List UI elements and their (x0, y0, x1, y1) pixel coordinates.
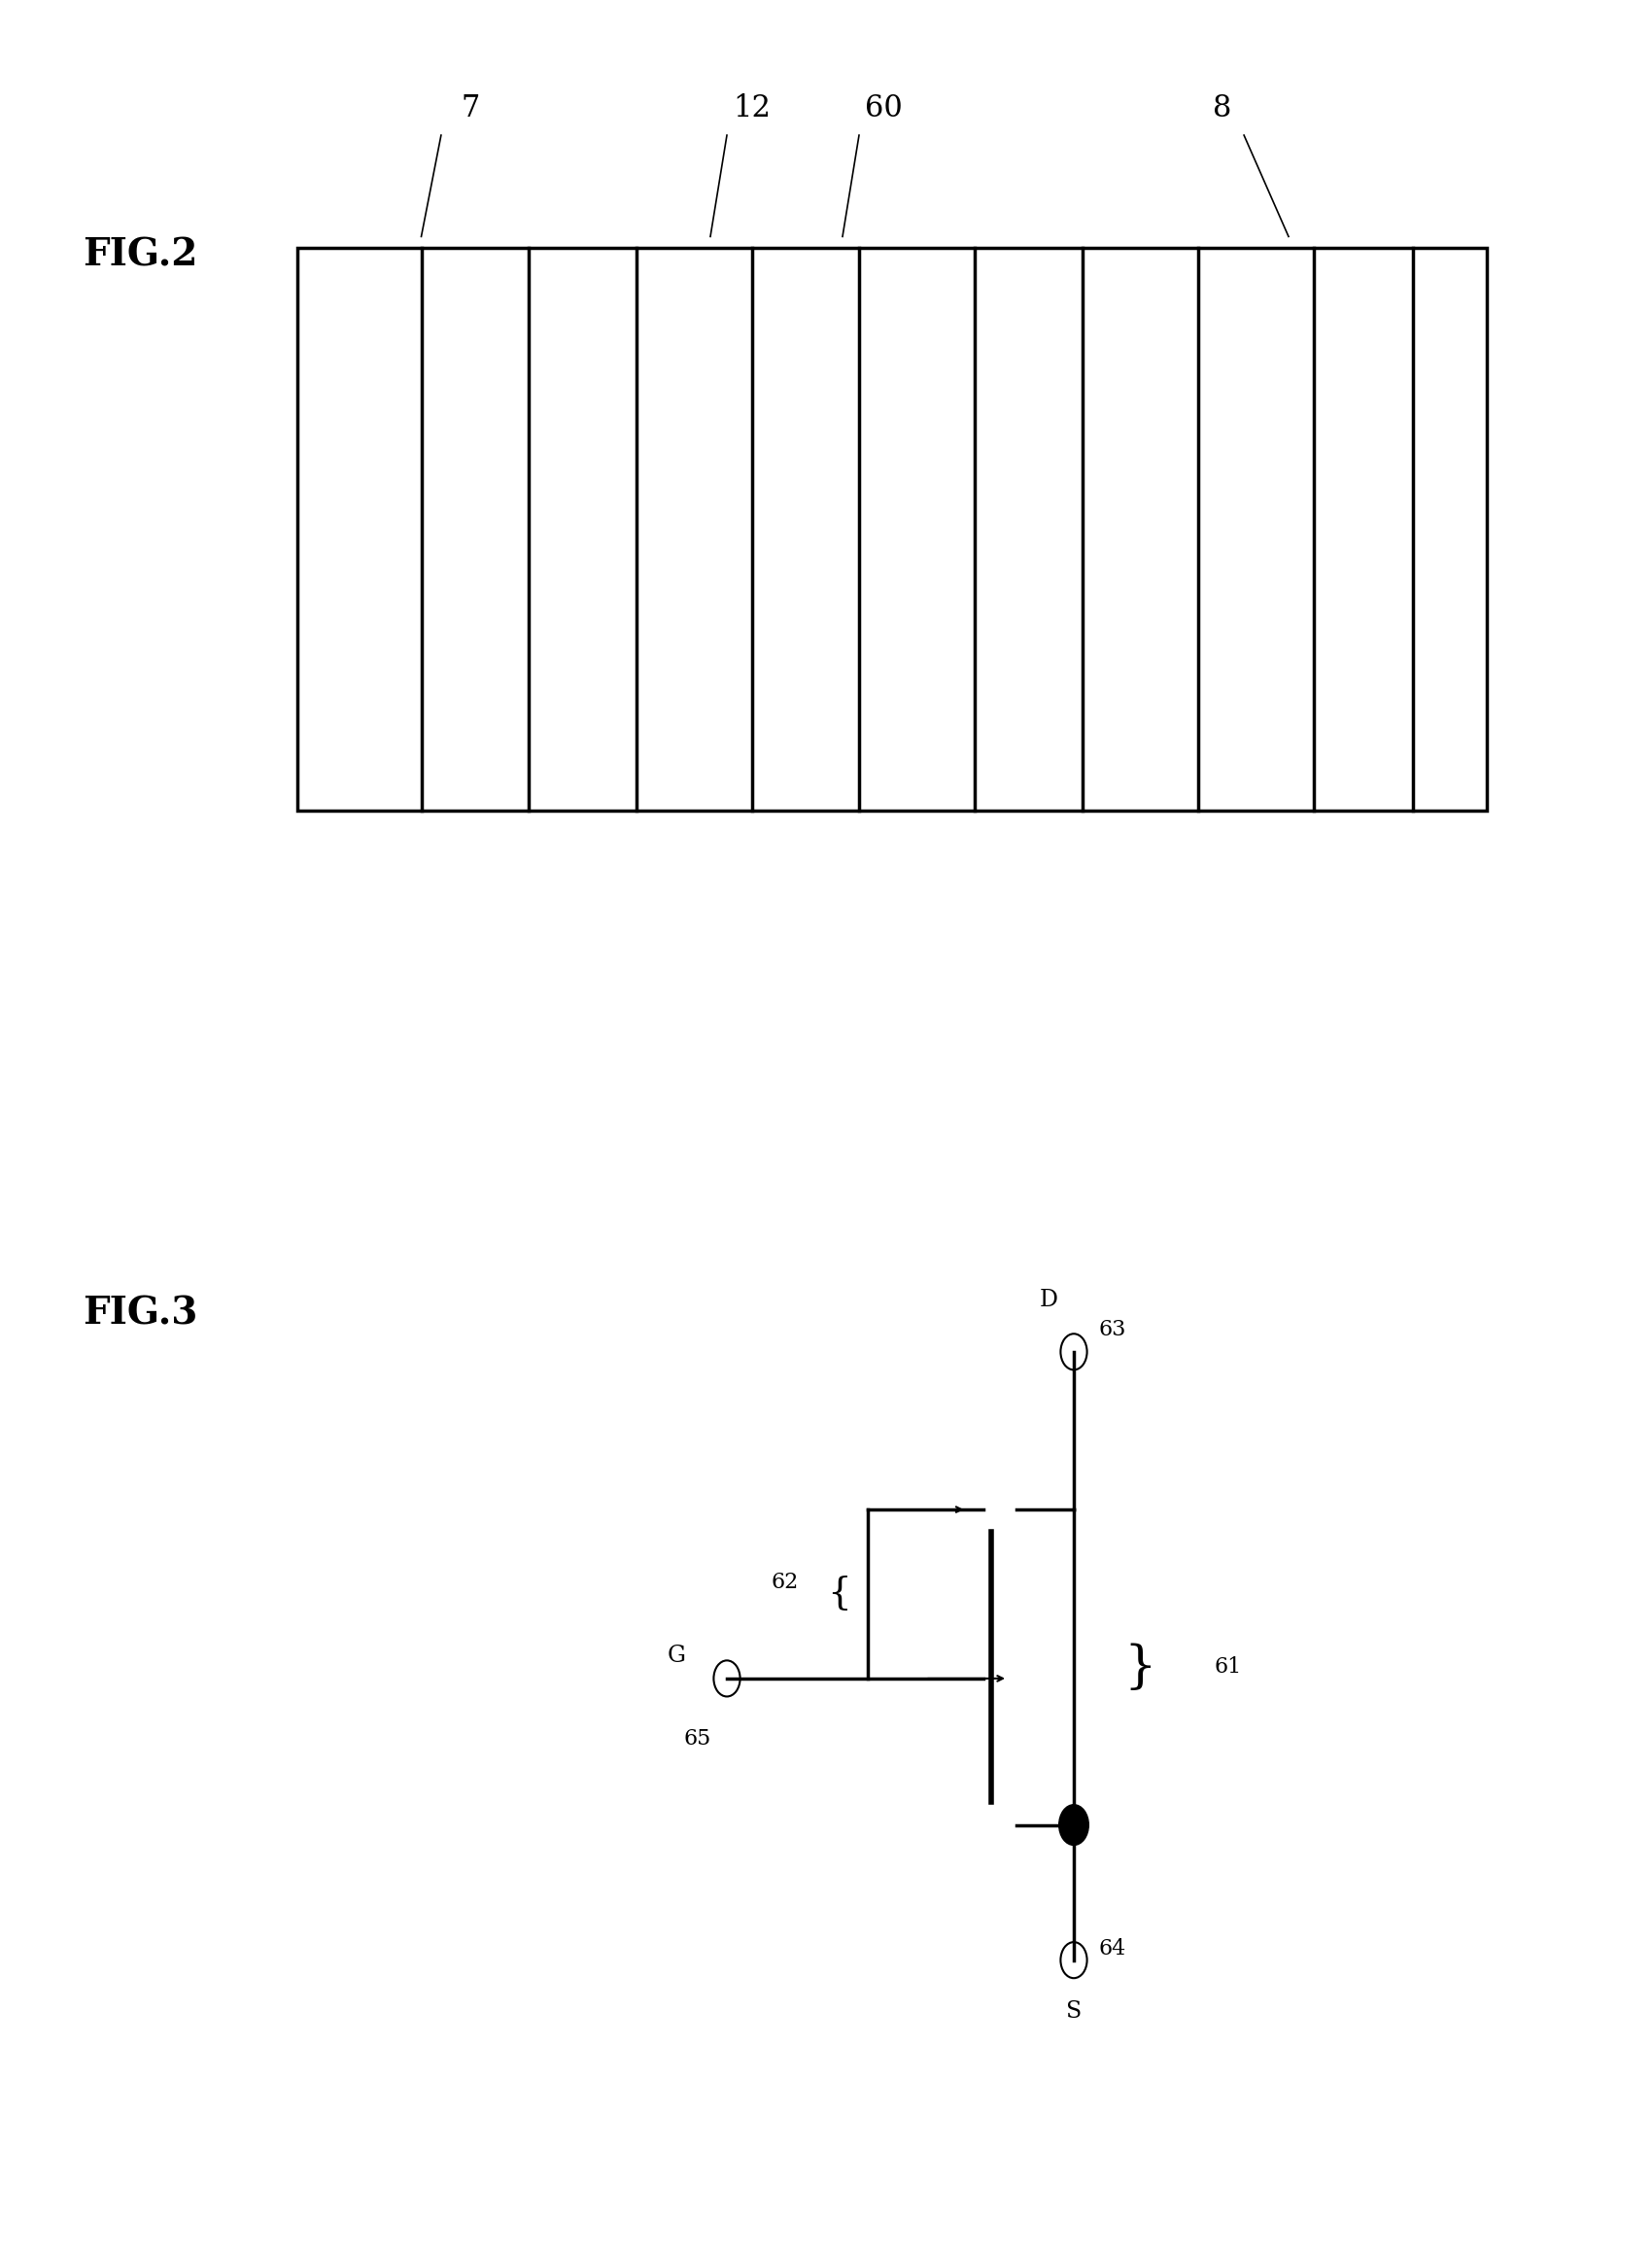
Text: }: } (1123, 1642, 1156, 1692)
Circle shape (1059, 1805, 1089, 1845)
Text: D: D (1039, 1289, 1059, 1311)
Text: 63: 63 (1099, 1318, 1127, 1341)
Text: 12: 12 (733, 95, 770, 124)
Text: 7: 7 (461, 95, 481, 124)
Text: S: S (1066, 2001, 1082, 2023)
Text: FIG.3: FIG.3 (83, 1295, 198, 1332)
Text: 8: 8 (1213, 95, 1232, 124)
Text: 64: 64 (1099, 1938, 1127, 1960)
Text: 60: 60 (866, 95, 902, 124)
Bar (297, 248, 1487, 811)
Text: FIG.2: FIG.2 (83, 237, 198, 273)
Text: 61: 61 (1214, 1656, 1242, 1678)
Text: G: G (667, 1645, 686, 1667)
Text: 65: 65 (684, 1728, 710, 1748)
Text: {: { (826, 1577, 851, 1611)
Text: 62: 62 (771, 1573, 798, 1593)
